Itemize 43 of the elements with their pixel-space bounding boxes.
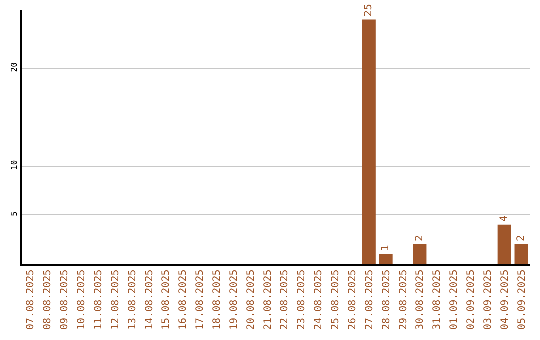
x-tick-label: 22.08.2025 [280, 270, 291, 330]
bar [413, 244, 427, 264]
bar [498, 224, 512, 264]
x-tick-label: 09.08.2025 [60, 270, 71, 330]
data-label: 2 [516, 235, 528, 242]
x-tick-label: 13.08.2025 [127, 270, 138, 330]
x-tick-label: 10.08.2025 [76, 270, 88, 330]
bar [514, 244, 528, 264]
y-tick-label: 20 [10, 62, 20, 72]
bar [362, 20, 376, 264]
data-label: 25 [364, 4, 375, 17]
x-tick-label: 15.08.2025 [161, 270, 172, 330]
x-tick-label: 27.08.2025 [364, 270, 376, 330]
x-tick-label: 02.09.2025 [466, 270, 477, 330]
bar [379, 254, 393, 264]
x-tick-label: 11.08.2025 [93, 270, 104, 330]
x-tick-label: 23.08.2025 [296, 270, 308, 330]
x-tick-label: 21.08.2025 [262, 270, 274, 330]
data-label: 2 [414, 235, 426, 242]
x-tick-label: 29.08.2025 [398, 270, 410, 330]
x-tick-label: 12.08.2025 [110, 270, 122, 330]
x-tick-label: 28.08.2025 [381, 270, 392, 330]
x-tick-label: 01.09.2025 [449, 270, 460, 330]
x-tick-label: 03.09.2025 [482, 270, 494, 330]
x-tick-label: 25.08.2025 [330, 270, 342, 330]
x-tick-label: 14.08.2025 [144, 270, 156, 330]
x-tick-label: 07.08.2025 [26, 270, 37, 330]
x-tick-label: 20.08.2025 [246, 270, 257, 330]
x-tick-label: 24.08.2025 [314, 270, 325, 330]
x-tick-label: 04.09.2025 [500, 270, 511, 330]
y-tick-label: 10 [10, 160, 20, 170]
x-tick-label: 18.08.2025 [212, 270, 223, 330]
data-label: 4 [499, 216, 510, 222]
x-tick-label: 05.09.2025 [516, 270, 528, 330]
x-tick-label: 08.08.2025 [42, 270, 54, 330]
data-label: 1 [380, 244, 392, 252]
x-tick-label: 30.08.2025 [415, 270, 426, 330]
x-tick-label: 19.08.2025 [228, 270, 240, 330]
x-tick-label: 16.08.2025 [178, 270, 190, 330]
x-tick-label: 31.08.2025 [432, 270, 444, 330]
x-tick-label: 17.08.2025 [195, 270, 206, 330]
y-tick-label: 5 [10, 211, 20, 216]
x-tick-label: 26.08.2025 [347, 270, 358, 330]
